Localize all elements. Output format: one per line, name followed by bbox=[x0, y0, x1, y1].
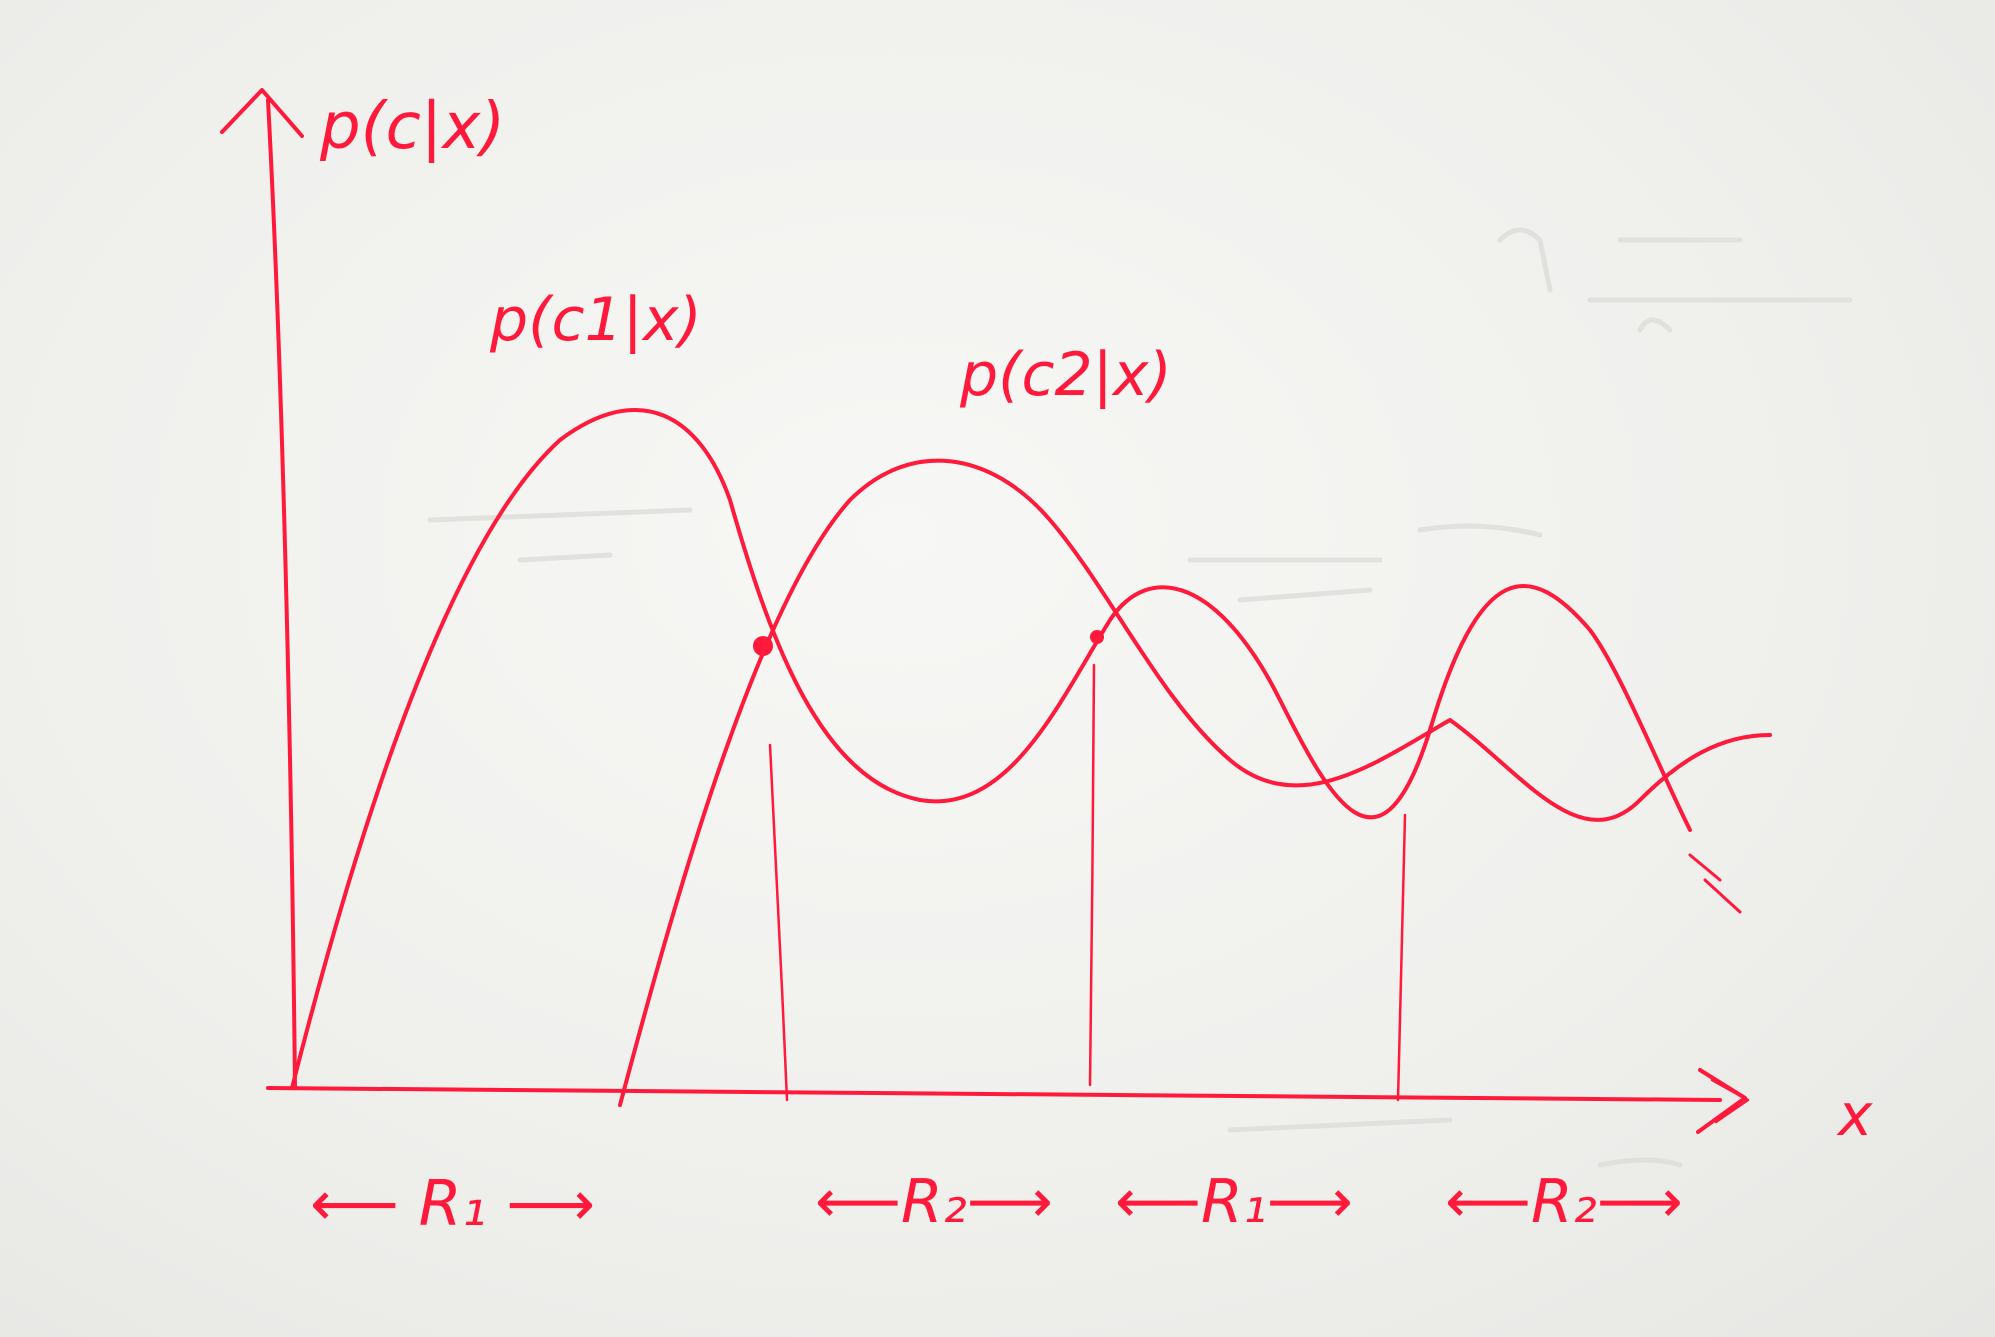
intersection-point-2 bbox=[1090, 630, 1104, 644]
boundary-line-1 bbox=[768, 743, 789, 1102]
curve-c2-label: p(c2|x) bbox=[959, 340, 1172, 410]
decision-boundaries bbox=[768, 663, 1407, 1102]
intersections bbox=[753, 630, 1104, 656]
y-axis-label: p(c|x) bbox=[319, 90, 505, 164]
boundary-line-3 bbox=[1396, 813, 1407, 1102]
y-axis-arrowhead bbox=[220, 88, 304, 138]
curve-c1-label: p(c1|x) bbox=[489, 285, 702, 355]
curve-c1-tail-scribble bbox=[1688, 853, 1742, 914]
x-axis-label: x bbox=[1836, 1081, 1873, 1149]
region-label-3: ⟵R₁⟶ bbox=[1115, 1167, 1353, 1237]
boundary-line-2 bbox=[1088, 663, 1096, 1087]
y-axis bbox=[266, 98, 297, 1090]
erased-ghost-writing bbox=[427, 227, 1853, 1168]
axes bbox=[220, 88, 1750, 1134]
region-label-2: ⟵R₂⟶ bbox=[815, 1167, 1053, 1237]
posterior-curves bbox=[290, 407, 1772, 1107]
x-axis-arrowhead-echo bbox=[1710, 1078, 1750, 1124]
curve-p-c1-x bbox=[290, 407, 1692, 1090]
curve-p-c2-x bbox=[618, 458, 1772, 1107]
intersection-point-1 bbox=[753, 636, 773, 656]
labels: p(c|x) p(c1|x) p(c2|x) x ⟵ R₁ ⟶ ⟵R₂⟶ ⟵R₁… bbox=[310, 90, 1873, 1240]
region-label-1: ⟵ R₁ ⟶ bbox=[310, 1167, 595, 1240]
x-axis bbox=[266, 1086, 1722, 1102]
region-label-4: ⟵R₂⟶ bbox=[1445, 1167, 1683, 1237]
